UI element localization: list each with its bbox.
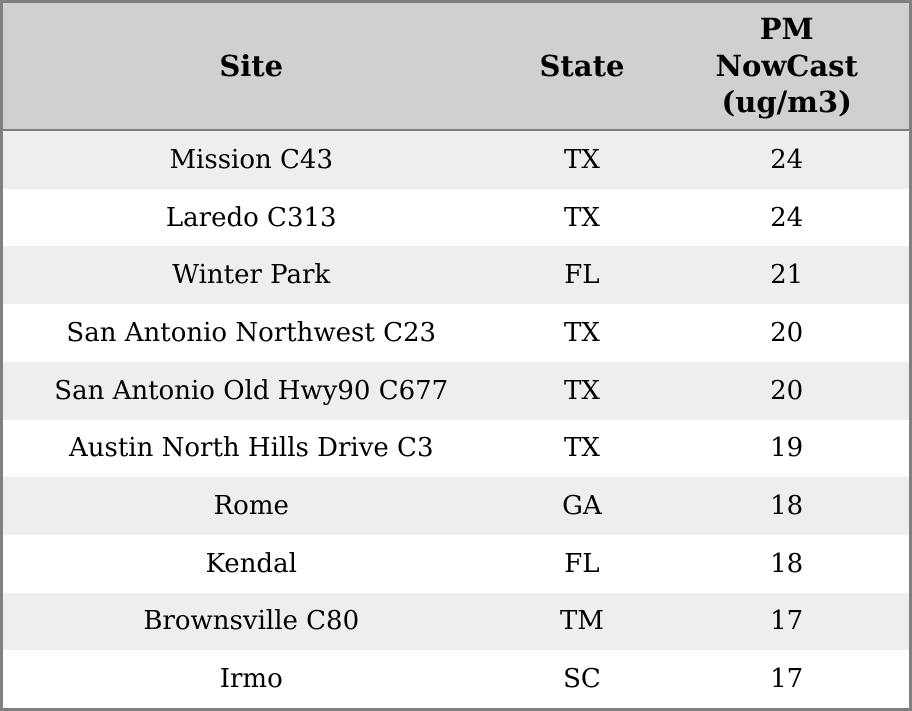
table-row: Austin North Hills Drive C3 TX 19 bbox=[3, 419, 909, 478]
cell-state: TX bbox=[564, 317, 600, 348]
table-row: Kendal FL 18 bbox=[3, 534, 909, 593]
cell-state: TX bbox=[564, 375, 600, 406]
cell-pm-nowcast: 21 bbox=[770, 260, 804, 291]
cell-site: Winter Park bbox=[172, 260, 331, 291]
table-row: Mission C43 TX 24 bbox=[3, 131, 909, 189]
cell-site: San Antonio Old Hwy90 C677 bbox=[54, 375, 449, 406]
cell-state: TX bbox=[564, 433, 600, 464]
cell-site: Austin North Hills Drive C3 bbox=[68, 433, 434, 464]
cell-state: TX bbox=[564, 144, 600, 175]
table-row: Rome GA 18 bbox=[3, 477, 909, 535]
cell-state: GA bbox=[562, 491, 602, 522]
cell-site: Mission C43 bbox=[169, 144, 334, 175]
cell-state: FL bbox=[564, 260, 600, 291]
cell-state: TM bbox=[559, 606, 604, 637]
cell-pm-nowcast: 17 bbox=[770, 664, 804, 695]
table-row: San Antonio Old Hwy90 C677 TX 20 bbox=[3, 361, 909, 420]
cell-state: SC bbox=[563, 664, 601, 695]
table-row: Winter Park FL 21 bbox=[3, 246, 909, 305]
cell-site: Irmo bbox=[219, 664, 283, 695]
cell-pm-nowcast: 24 bbox=[770, 144, 804, 175]
table-row: Brownsville C80 TM 17 bbox=[3, 592, 909, 651]
cell-state: TX bbox=[564, 202, 600, 233]
column-header-state: State bbox=[539, 48, 625, 83]
cell-site: Laredo C313 bbox=[165, 202, 337, 233]
cell-pm-nowcast: 18 bbox=[770, 548, 804, 579]
table-header-row: Site State PM NowCast (ug/m3) bbox=[3, 3, 909, 131]
column-header-site: Site bbox=[219, 48, 284, 83]
cell-pm-nowcast: 20 bbox=[770, 375, 804, 406]
table-row: Irmo SC 17 bbox=[3, 650, 909, 709]
cell-pm-nowcast: 18 bbox=[770, 491, 804, 522]
cell-pm-nowcast: 24 bbox=[770, 202, 804, 233]
cell-site: Rome bbox=[213, 491, 289, 522]
cell-state: FL bbox=[564, 548, 600, 579]
cell-site: Kendal bbox=[205, 548, 297, 579]
cell-pm-nowcast: 20 bbox=[770, 317, 804, 348]
column-header-pm-nowcast: PM NowCast (ug/m3) bbox=[715, 12, 858, 120]
table-row: Laredo C313 TX 24 bbox=[3, 188, 909, 247]
table-row: San Antonio Northwest C23 TX 20 bbox=[3, 304, 909, 362]
cell-pm-nowcast: 17 bbox=[770, 606, 804, 637]
cell-pm-nowcast: 19 bbox=[770, 433, 804, 464]
cell-site: San Antonio Northwest C23 bbox=[66, 317, 437, 348]
cell-site: Brownsville C80 bbox=[143, 606, 360, 637]
